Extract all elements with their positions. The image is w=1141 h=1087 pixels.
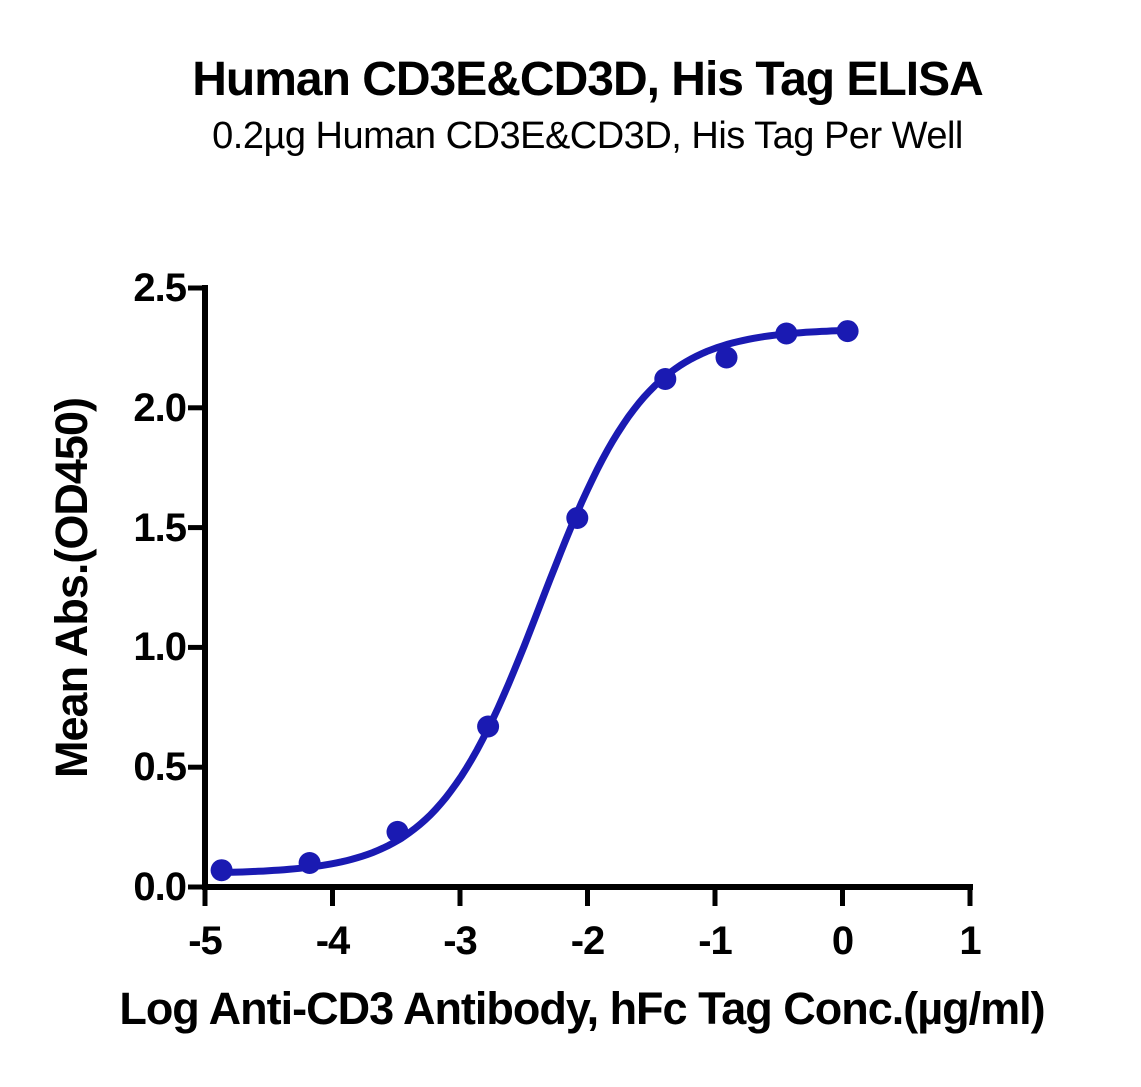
- data-point: [775, 322, 798, 345]
- data-point: [715, 346, 738, 369]
- data-point: [298, 852, 321, 874]
- data-point: [566, 507, 589, 529]
- data-point: [654, 368, 677, 390]
- x-tick-label: -3: [443, 919, 478, 963]
- x-axis-title: Log Anti-CD3 Antibody, hFc Tag Conc.(µg/…: [119, 983, 1045, 1034]
- data-point: [477, 715, 500, 738]
- x-tick-label: -2: [570, 919, 606, 963]
- y-tick-label: 1.0: [133, 625, 187, 670]
- y-tick-label: 0.0: [133, 865, 187, 909]
- x-tick-label: 1: [959, 919, 981, 963]
- x-tick-label: -4: [315, 919, 351, 963]
- y-tick-label: 0.5: [133, 745, 187, 790]
- chart-header: Human CD3E&CD3D, His Tag ELISA 0.2µg Hum…: [34, 53, 1141, 157]
- y-tick-label: 2.5: [133, 266, 187, 310]
- data-point: [210, 859, 233, 882]
- x-tick-label: 0: [831, 919, 854, 963]
- x-tick-label: -1: [698, 919, 733, 963]
- y-axis-title: Mean Abs.(OD450): [46, 398, 97, 778]
- chart-subtitle: 0.2µg Human CD3E&CD3D, His Tag Per Well: [212, 115, 963, 157]
- data-point: [386, 820, 409, 843]
- y-tick-label: 2.0: [133, 385, 187, 430]
- data-point: [836, 320, 859, 343]
- chart-title: Human CD3E&CD3D, His Tag ELISA: [192, 53, 984, 106]
- y-tick-label: 1.5: [133, 505, 187, 550]
- x-tick-label: -5: [188, 919, 223, 963]
- fit-curve: [218, 326, 852, 877]
